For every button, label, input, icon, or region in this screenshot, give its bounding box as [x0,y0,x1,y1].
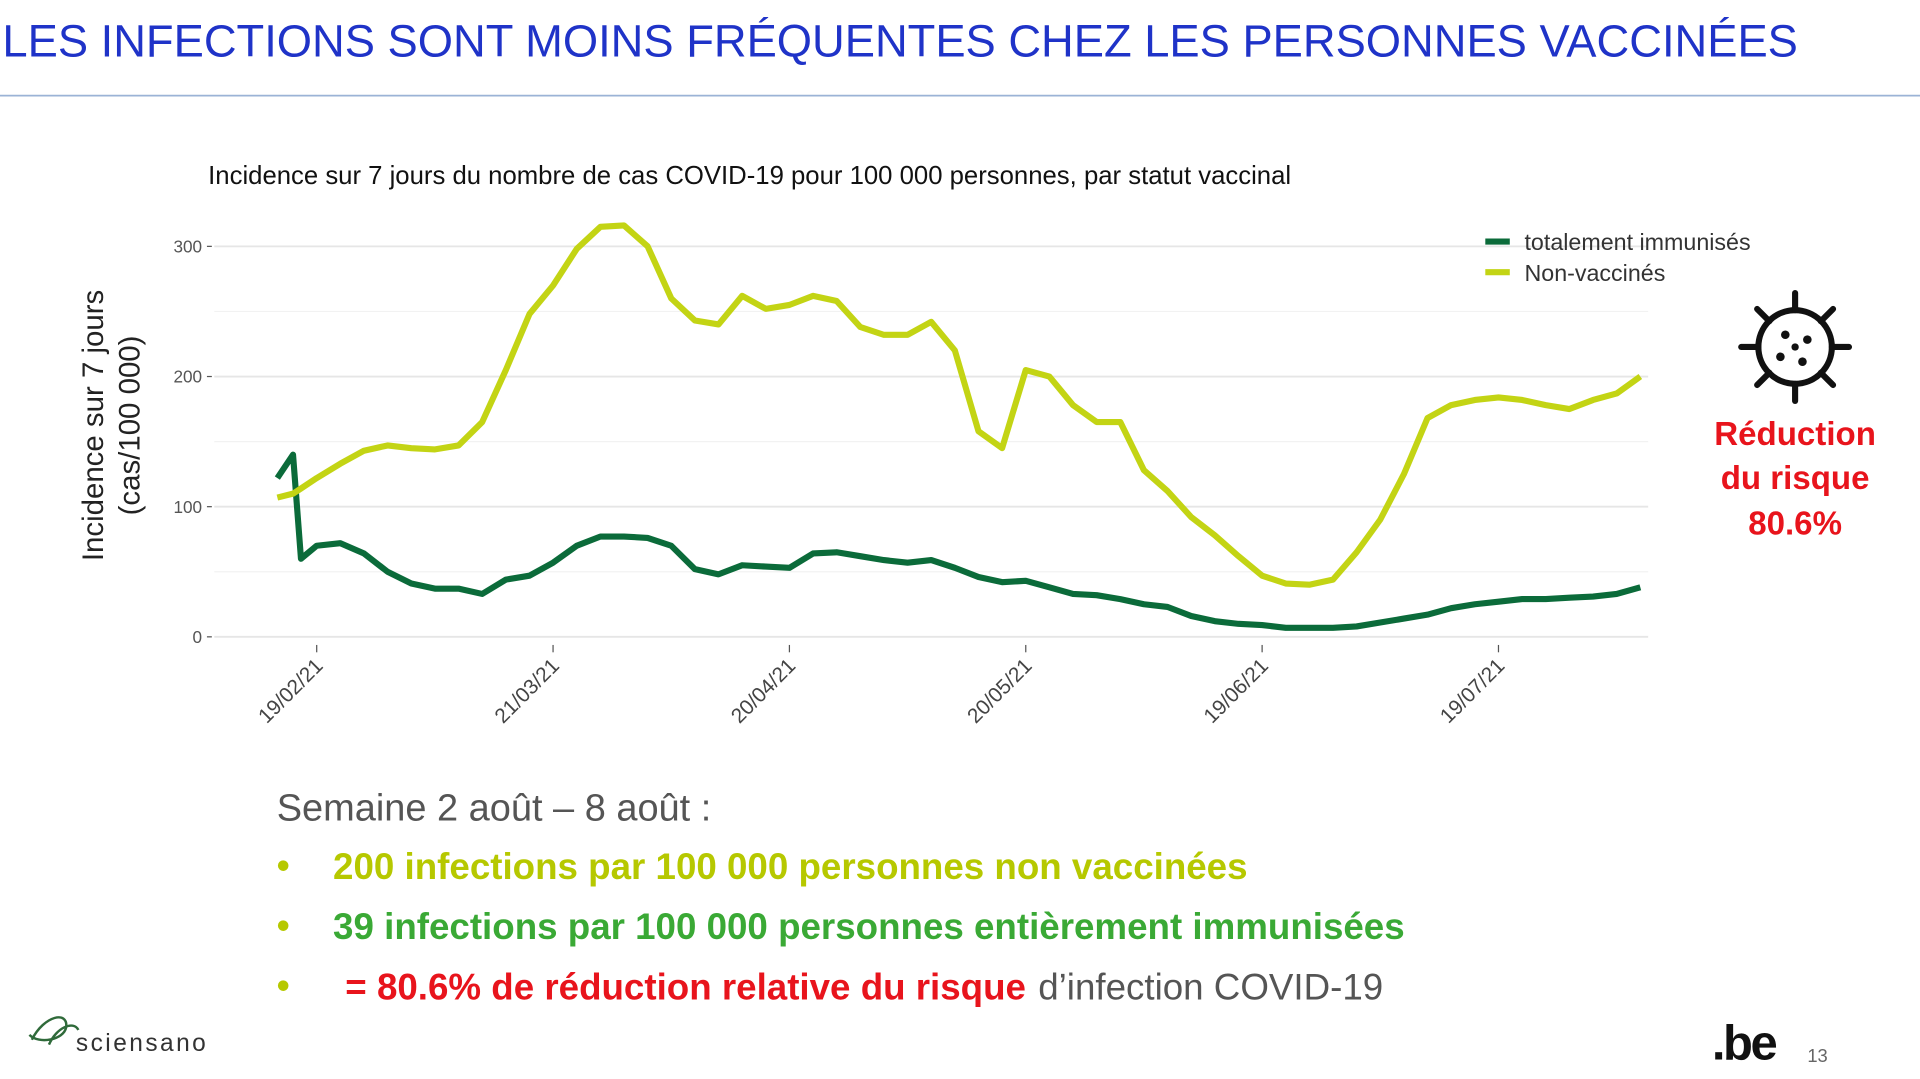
annotation: Réduction du risque 80.6% [1714,416,1876,543]
legend-label: totalement immunisés [1524,229,1750,255]
page-number: 13 [1807,1045,1827,1066]
y-tick-label: 200 [173,367,202,387]
series-line [274,451,1642,631]
y-label: Incidence sur 7 jours [77,290,110,561]
y-tick-label: 300 [173,236,202,256]
summary-heading: Semaine 2 août – 8 août : [277,787,712,829]
legend-label: Non-vaccinés [1524,260,1665,286]
y-axis-title: Incidence sur 7 jours (cas/100 000) [77,290,147,561]
bullet-dot: • [277,845,290,886]
x-tick-label: 19/07/21 [1436,654,1510,728]
x-tick-label: 19/06/21 [1199,654,1273,728]
slide-title: LES INFECTIONS SONT MOINS FRÉQUENTES CHE… [2,15,1797,66]
logo: sciensano [76,1030,208,1057]
bullet: 200 infections par 100 000 personnes non… [333,846,1247,887]
bullet: = 80.6% de réduction relative du risque d… [345,966,1383,1007]
bullet-dot: • [277,905,290,946]
series-line [276,222,1643,588]
logo-mark [28,1016,80,1046]
annotation-line: 80.6% [1748,506,1842,543]
x-tick-label: 19/02/21 [254,654,328,728]
bullet: 39 infections par 100 000 personnes enti… [333,906,1405,947]
annotation-line: Réduction [1714,416,1876,453]
bullet-dot: • [277,965,290,1006]
brand: .be [1712,1016,1777,1070]
chart-title: Incidence sur 7 jours du nombre de cas C… [208,162,1291,190]
x-tick-label: 21/03/21 [490,654,564,728]
bullet-part: d’infection COVID-19 [1038,966,1383,1007]
x-tick-label: 20/05/21 [963,654,1037,728]
y-tick-label: 100 [173,497,202,517]
bullets: • 200 infections par 100 000 personnes n… [277,845,1405,1007]
y-tick-label: 0 [193,627,203,647]
bullet-part: = 80.6% de réduction relative du risque [345,966,1026,1007]
x-tick-label: 20/04/21 [727,654,801,728]
virus-icon [1738,289,1853,405]
annotation-line: du risque [1721,460,1870,497]
y-label: (cas/100 000) [114,336,147,516]
